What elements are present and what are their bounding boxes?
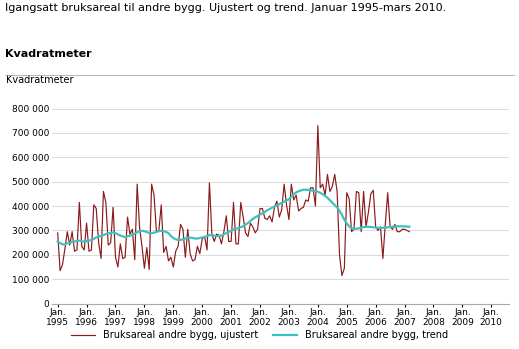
Bruksareal andre bygg, ujustert [406, 230, 413, 234]
Bruksareal andre bygg, trend [332, 203, 338, 207]
Bruksareal andre bygg, ujustert [339, 274, 345, 278]
Bruksareal andre bygg, ujustert [298, 206, 304, 210]
Bruksareal andre bygg, ujustert [168, 255, 174, 259]
Text: Igangsatt bruksareal til andre bygg. Ujustert og trend. Januar 1995-mars 2010.: Igangsatt bruksareal til andre bygg. Uju… [5, 3, 446, 14]
Bruksareal andre bygg, trend [301, 188, 307, 192]
Bruksareal andre bygg, ujustert [334, 190, 340, 194]
Bruksareal andre bygg, ujustert [247, 221, 253, 225]
Text: Kvadratmeter: Kvadratmeter [5, 49, 92, 59]
Text: Kvadratmeter: Kvadratmeter [6, 75, 74, 85]
Bruksareal andre bygg, trend [54, 239, 61, 244]
Bruksareal andre bygg, trend [250, 217, 256, 221]
Bruksareal andre bygg, ujustert [329, 185, 335, 189]
Bruksareal andre bygg, trend [170, 236, 176, 240]
Bruksareal andre bygg, ujustert [148, 182, 155, 186]
Line: Bruksareal andre bygg, trend: Bruksareal andre bygg, trend [58, 190, 409, 244]
Bruksareal andre bygg, trend [151, 231, 157, 235]
Bruksareal andre bygg, trend [59, 242, 65, 246]
Bruksareal andre bygg, trend [406, 225, 413, 229]
Bruksareal andre bygg, trend [336, 209, 343, 213]
Bruksareal andre bygg, ujustert [54, 231, 61, 235]
Bruksareal andre bygg, ujustert [315, 124, 321, 128]
Line: Bruksareal andre bygg, ujustert: Bruksareal andre bygg, ujustert [58, 126, 409, 276]
Bruksareal andre bygg, trend [303, 188, 309, 192]
Legend: Bruksareal andre bygg, ujustert, Bruksareal andre bygg, trend: Bruksareal andre bygg, ujustert, Bruksar… [67, 326, 452, 344]
